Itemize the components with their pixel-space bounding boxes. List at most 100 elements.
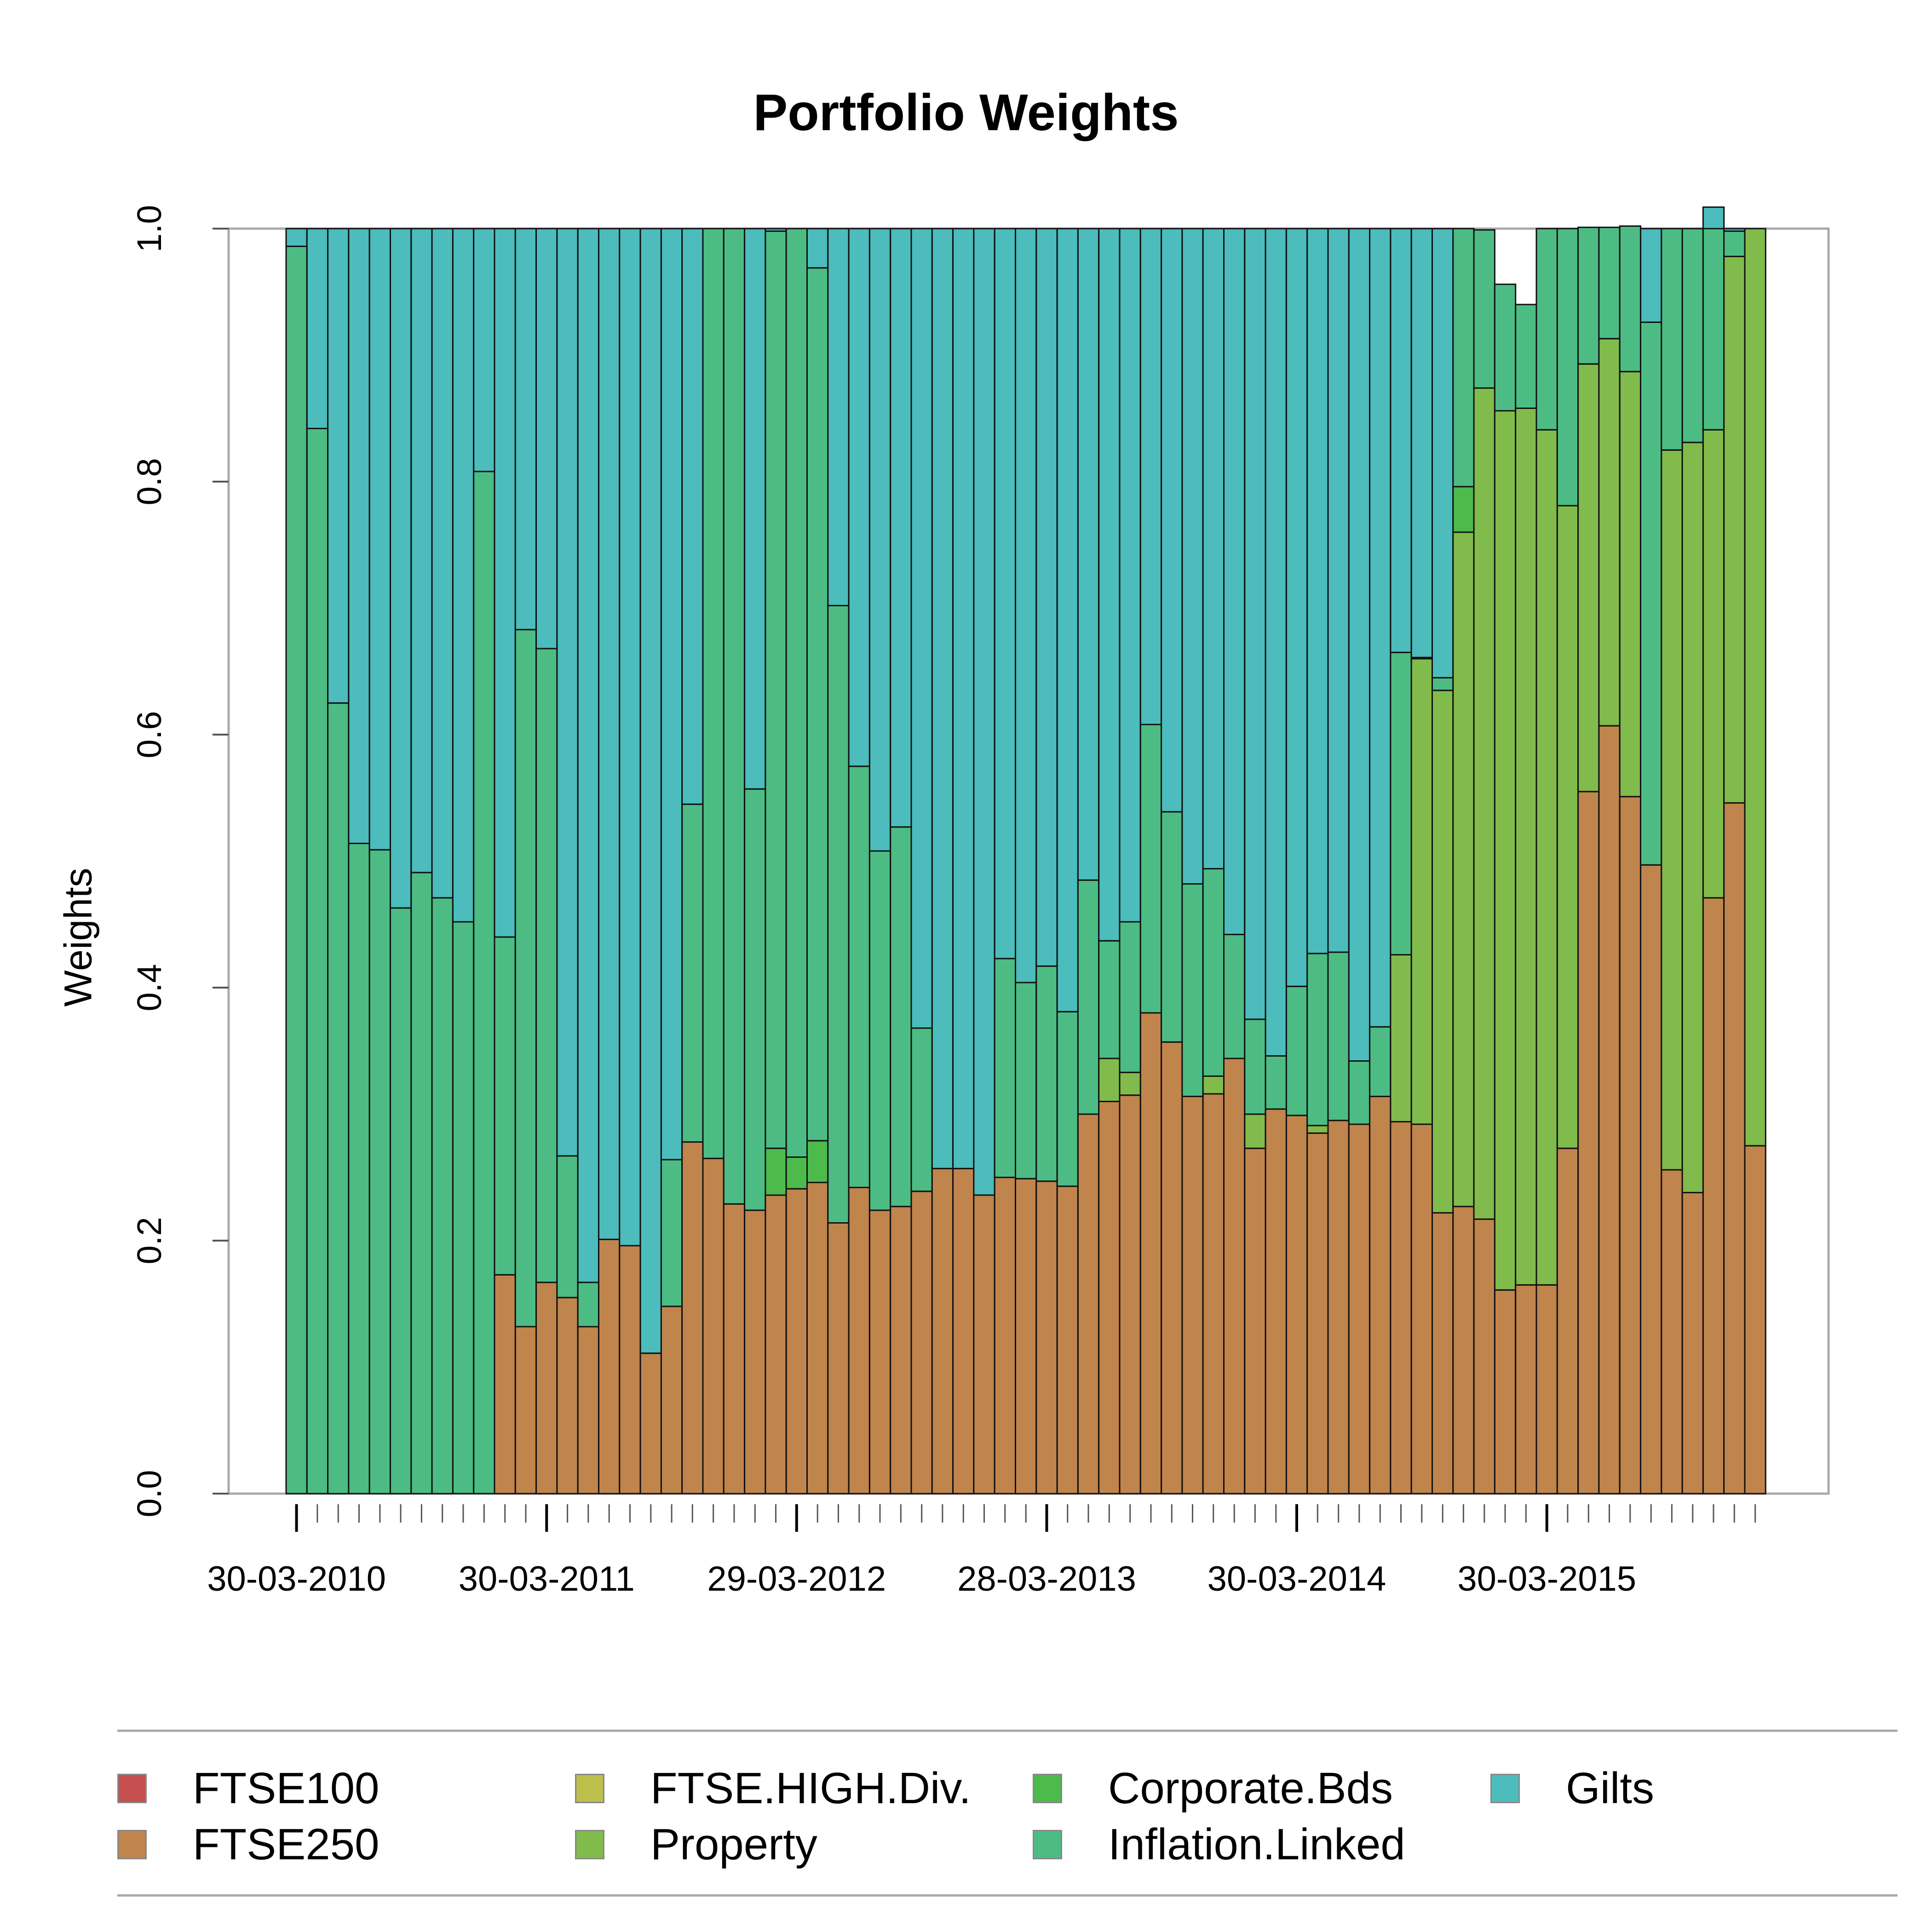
- bar-segment-gilts-40: [1119, 228, 1141, 923]
- bar-segment-gilts-6: [410, 228, 433, 874]
- bar-segment-gilts-30: [910, 228, 933, 1029]
- bar-segment-inflation-linked-67: [1681, 228, 1704, 443]
- bar-segment-property-70: [1744, 228, 1766, 1147]
- bar-segment-inflation-linked-60: [1535, 228, 1558, 431]
- bar-segment-inflation-linked-51: [1348, 1060, 1371, 1125]
- bar-segment-inflation-linked-47: [1265, 1055, 1287, 1110]
- bar-segment-inflation-linked-21: [723, 228, 746, 1205]
- bar-segment-gilts-15: [598, 228, 621, 1240]
- bar-segment-inflation-linked-46: [1244, 1018, 1266, 1115]
- bar-segment-property-46: [1244, 1113, 1266, 1149]
- bar-segment-inflation-linked-36: [1035, 965, 1058, 1182]
- legend-item-gilts: Gilts: [1490, 1764, 1654, 1813]
- bar-segment-ftse250-49: [1306, 1132, 1329, 1495]
- bar-segment-inflation-linked-57: [1473, 229, 1495, 389]
- bar-segment-gilts-51: [1348, 228, 1371, 1062]
- bar-segment-gilts-19: [681, 228, 704, 805]
- bar-segment-corporate-bds-23: [765, 1147, 787, 1196]
- bar-segment-ftse250-62: [1577, 791, 1600, 1495]
- bar-segment-inflation-linked-30: [910, 1027, 933, 1192]
- bar-segment-gilts-0: [285, 228, 308, 247]
- bar-segment-property-56: [1452, 531, 1475, 1208]
- bar-segment-inflation-linked-12: [535, 648, 558, 1283]
- bar-segment-gilts-31: [931, 228, 954, 1169]
- bar-segment-gilts-38: [1077, 228, 1100, 881]
- bar-segment-gilts-22: [744, 228, 766, 790]
- bar-segment-gilts-5: [390, 228, 412, 909]
- bar-segment-ftse250-19: [681, 1141, 704, 1495]
- bar-segment-ftse250-34: [994, 1177, 1016, 1495]
- bar-segment-ftse250-15: [598, 1238, 621, 1495]
- bar-segment-inflation-linked-24: [785, 228, 808, 1158]
- bar-segment-inflation-linked-4: [368, 849, 391, 1495]
- bar-segment-ftse250-16: [619, 1245, 641, 1495]
- bar-segment-inflation-linked-66: [1661, 228, 1683, 451]
- bar-segment-ftse250-17: [639, 1352, 662, 1495]
- bar-segment-inflation-linked-29: [890, 826, 912, 1208]
- bar-segment-gilts-23: [765, 228, 787, 232]
- bar-segment-inflation-linked-44: [1202, 868, 1225, 1077]
- bar-segment-gilts-8: [452, 228, 475, 923]
- bar-segment-ftse250-11: [514, 1326, 537, 1495]
- bar-segment-gilts-43: [1181, 228, 1204, 885]
- bar-segment-gilts-45: [1223, 228, 1246, 935]
- bar-segment-ftse250-43: [1181, 1096, 1204, 1495]
- legend-item-corporate-bds: Corporate.Bds: [1033, 1764, 1393, 1813]
- bar-segment-gilts-18: [660, 228, 683, 1161]
- bar-segment-gilts-12: [535, 228, 558, 650]
- x-tick-label-1: 30-03-2011: [459, 1559, 635, 1598]
- legend-label: Corporate.Bds: [1108, 1764, 1393, 1813]
- bar-segment-gilts-41: [1139, 228, 1162, 725]
- bar-segment-ftse250-51: [1348, 1123, 1371, 1495]
- bar-segment-gilts-52: [1369, 228, 1392, 1028]
- bar-segment-ftse250-29: [890, 1206, 912, 1495]
- bar-segment-gilts-53: [1390, 228, 1412, 653]
- bar-segment-ftse250-35: [1015, 1178, 1037, 1495]
- bar-segment-ftse250-25: [806, 1182, 829, 1495]
- bar-segment-property-68: [1702, 429, 1725, 899]
- bar-segment-inflation-linked-65: [1640, 322, 1662, 866]
- bar-segment-inflation-linked-64: [1619, 225, 1641, 373]
- bar-segment-ftse250-24: [785, 1188, 808, 1495]
- x-tick-label-2: 29-03-2012: [707, 1559, 886, 1598]
- bar-segment-ftse250-26: [827, 1222, 850, 1495]
- bar-segment-gilts-68: [1702, 206, 1725, 230]
- bar-segment-property-57: [1473, 387, 1495, 1220]
- legend-swatch: [1033, 1830, 1062, 1859]
- bar-segment-inflation-linked-49: [1306, 953, 1329, 1127]
- bar-segment-ftse250-47: [1265, 1108, 1287, 1495]
- bar-segment-inflation-linked-38: [1077, 879, 1100, 1115]
- bar-segment-gilts-1: [306, 228, 329, 429]
- bar-segment-ftse250-10: [494, 1274, 516, 1495]
- bar-segment-gilts-33: [973, 228, 995, 1196]
- bar-segment-ftse250-54: [1410, 1123, 1433, 1495]
- bar-segment-inflation-linked-14: [577, 1282, 599, 1328]
- legend-swatch: [1033, 1774, 1062, 1803]
- bar-segment-inflation-linked-5: [390, 907, 412, 1495]
- bar-segment-ftse250-63: [1598, 725, 1621, 1495]
- bar-segment-property-61: [1556, 505, 1579, 1149]
- x-tick-label-4: 30-03-2014: [1208, 1559, 1386, 1598]
- bar-segment-inflation-linked-25: [806, 267, 829, 1142]
- bar-segment-ftse250-56: [1452, 1206, 1475, 1495]
- bar-segment-ftse250-61: [1556, 1147, 1579, 1495]
- bar-segment-gilts-50: [1327, 228, 1350, 953]
- bar-segment-property-58: [1494, 410, 1517, 1291]
- bar-segment-property-60: [1535, 429, 1558, 1286]
- bar-segment-ftse250-64: [1619, 796, 1641, 1495]
- legend-label: FTSE.HIGH.Div.: [650, 1764, 971, 1813]
- bar-segment-ftse250-69: [1723, 802, 1746, 1495]
- chart-title: Portfolio Weights: [753, 84, 1179, 141]
- bar-segment-gilts-48: [1285, 228, 1308, 987]
- bar-segment-ftse250-36: [1035, 1180, 1058, 1495]
- bar-segment-gilts-35: [1015, 228, 1037, 983]
- bar-segment-property-59: [1515, 408, 1537, 1286]
- x-tick-label-3: 28-03-2013: [957, 1559, 1136, 1598]
- legend-swatch: [1490, 1774, 1520, 1803]
- legend-top-rule: [117, 1730, 1898, 1732]
- bar-segment-ftse250-40: [1119, 1094, 1141, 1495]
- bar-segment-gilts-16: [619, 228, 641, 1247]
- bar-segment-gilts-27: [848, 228, 870, 767]
- bar-segment-inflation-linked-8: [452, 921, 475, 1495]
